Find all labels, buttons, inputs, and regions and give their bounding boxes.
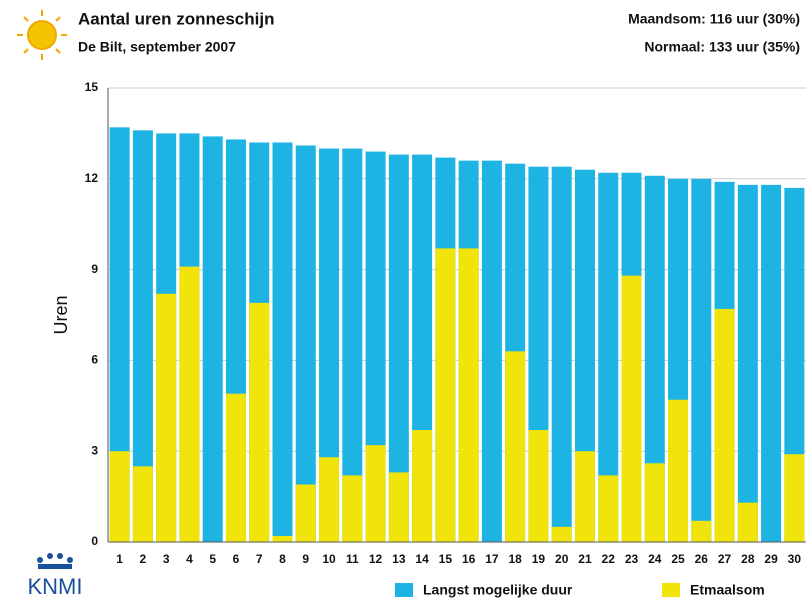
bar <box>342 475 363 542</box>
bar <box>109 127 130 542</box>
x-tick-label: 13 <box>392 552 406 566</box>
bar <box>644 463 665 542</box>
bar <box>295 145 316 543</box>
bar <box>714 308 735 542</box>
x-tick-label: 11 <box>346 552 359 566</box>
bar <box>574 451 595 542</box>
bar <box>458 248 479 542</box>
y-tick-label: 3 <box>91 443 98 457</box>
bar <box>435 248 456 542</box>
logo-crown <box>37 553 73 569</box>
bar <box>202 136 223 542</box>
x-tick-label: 15 <box>439 552 453 566</box>
bar <box>691 178 712 543</box>
bar <box>132 130 153 542</box>
x-tick-label: 18 <box>508 552 522 566</box>
annotation: Normaal: 133 uur (35%) <box>644 39 800 55</box>
bar <box>156 293 177 542</box>
bar <box>551 526 572 542</box>
bar <box>784 187 805 542</box>
bar <box>272 535 293 542</box>
x-tick-label: 9 <box>302 552 309 566</box>
x-tick-label: 8 <box>279 552 286 566</box>
bar <box>598 475 619 542</box>
bar <box>668 399 689 542</box>
y-axis-label: Uren <box>51 295 71 334</box>
x-tick-label: 27 <box>718 552 732 566</box>
bar <box>249 302 270 542</box>
x-tick-label: 3 <box>163 552 170 566</box>
bar <box>365 151 386 542</box>
x-tick-label: 23 <box>625 552 639 566</box>
x-tick-label: 21 <box>578 552 592 566</box>
bar <box>388 154 409 542</box>
x-tick-label: 22 <box>602 552 616 566</box>
bar <box>319 148 340 543</box>
bar <box>388 472 409 542</box>
x-tick-label: 25 <box>671 552 685 566</box>
bar <box>691 520 712 542</box>
x-tick-label: 16 <box>462 552 476 566</box>
bar <box>528 430 549 542</box>
bar <box>737 502 758 542</box>
x-tick-label: 10 <box>322 552 336 566</box>
x-tick-label: 5 <box>209 552 216 566</box>
y-tick-label: 6 <box>91 353 98 367</box>
y-tick-label: 0 <box>91 534 98 548</box>
x-tick-label: 14 <box>415 552 429 566</box>
bar <box>132 466 153 542</box>
logo-text: KNMI <box>28 574 83 599</box>
legend-label: Langst mogelijke duur <box>423 582 573 598</box>
bar <box>761 184 782 542</box>
sun-icon <box>17 10 67 60</box>
x-tick-label: 2 <box>140 552 147 566</box>
bar <box>295 484 316 542</box>
chart-subtitle: De Bilt, september 2007 <box>78 39 236 55</box>
x-tick-label: 1 <box>116 552 123 566</box>
bar <box>179 266 200 542</box>
bar <box>621 275 642 542</box>
annotation: Maandsom: 116 uur (30%) <box>628 11 800 27</box>
bar <box>574 169 595 542</box>
bar <box>644 175 665 543</box>
x-tick-label: 29 <box>764 552 778 566</box>
bar <box>225 393 246 542</box>
bar <box>319 457 340 542</box>
x-tick-label: 12 <box>369 552 383 566</box>
bar <box>737 184 758 542</box>
x-tick-label: 6 <box>233 552 240 566</box>
y-tick-label: 15 <box>85 80 99 94</box>
y-tick-label: 12 <box>85 171 99 185</box>
x-tick-label: 20 <box>555 552 569 566</box>
x-tick-label: 28 <box>741 552 755 566</box>
chart-title: Aantal uren zonneschijn <box>78 9 274 28</box>
bar <box>598 172 619 542</box>
x-tick-label: 7 <box>256 552 263 566</box>
bar <box>109 451 130 542</box>
bar <box>272 142 293 543</box>
x-tick-label: 26 <box>695 552 709 566</box>
legend-label: Etmaalsom <box>690 582 765 598</box>
x-tick-label: 30 <box>788 552 802 566</box>
bar <box>505 351 526 542</box>
bar <box>784 454 805 542</box>
x-tick-label: 4 <box>186 552 193 566</box>
x-tick-label: 19 <box>532 552 546 566</box>
bar <box>365 445 386 542</box>
x-tick-label: 24 <box>648 552 662 566</box>
y-tick-label: 9 <box>91 262 98 276</box>
legend-swatch <box>662 583 680 597</box>
bar <box>551 166 572 542</box>
bar <box>481 160 502 542</box>
x-tick-label: 17 <box>485 552 499 566</box>
bar <box>412 430 433 542</box>
bar <box>342 148 363 543</box>
legend-swatch <box>395 583 413 597</box>
